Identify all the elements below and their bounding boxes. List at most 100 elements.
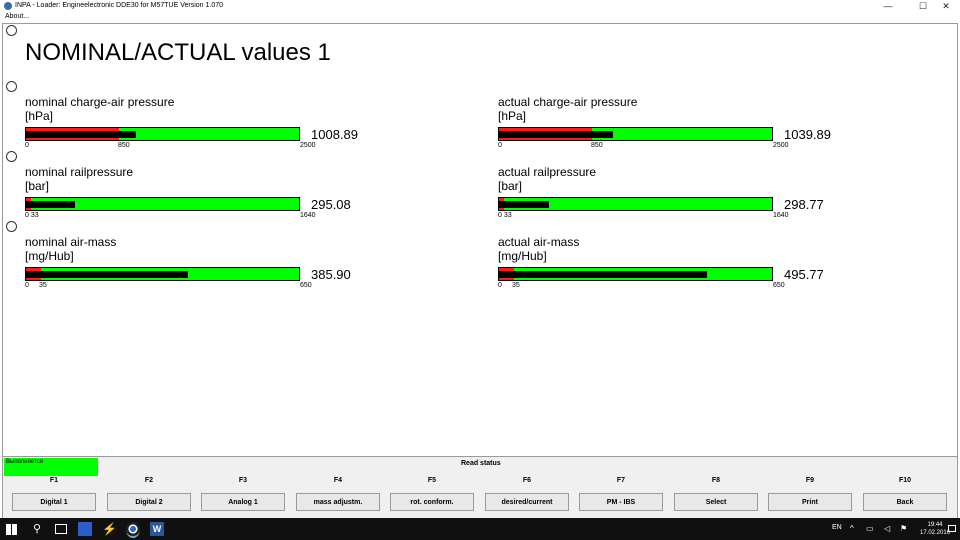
gauge-unit: [mg/Hub] [498,249,547,263]
gauge-tick-min: 0 [25,142,29,149]
print-button[interactable]: Print [768,493,852,511]
gauge-unit: [bar] [498,179,523,193]
gauge-label: nominal railpressure [25,165,134,179]
clock-time: 19:44 [927,522,943,528]
fkey-label-f8: F8 [711,477,721,484]
gauge-nominal-railpressure: nominal railpressure [bar] 295.08 0 33 1… [25,165,385,225]
window-title: INPA - Loader: Engineelectronic DDE30 fo… [15,2,224,9]
gauge-value: 1039.89 [784,127,831,142]
page-title: NOMINAL/ACTUAL values 1 [25,39,331,66]
gauge-value: 385.90 [311,267,351,282]
gauge-tick-max: 1640 [773,212,789,219]
gauge-label: nominal air-mass [25,235,117,249]
fkey-label-f3: F3 [238,477,248,484]
radio-option-4[interactable] [6,221,17,232]
flag-icon[interactable]: ⚑ [900,524,908,533]
gauge-value-fill [26,271,188,278]
gauge-tick-min: 0 33 [25,212,39,219]
fkey-label-f6: F6 [522,477,532,484]
gauge-actual-air-mass: actual air-mass [mg/Hub] 495.77 0 35 650 [498,235,858,295]
gauge-actual-railpressure: actual railpressure [bar] 298.77 0 33 16… [498,165,858,225]
system-clock[interactable]: 19:44 17.02.2016 [920,521,950,537]
lightning-icon[interactable]: ⚡ [102,522,117,536]
select-button[interactable]: Select [674,493,758,511]
fkey-label-f7: F7 [616,477,626,484]
task-view-icon[interactable] [55,524,67,534]
word-icon[interactable]: W [150,522,164,536]
gauge-tick-max: 2500 [773,142,789,149]
gauge-tick-min: 0 [498,282,502,289]
gauge-value-fill [499,131,613,138]
title-bar: INPA - Loader: Engineelectronic DDE30 fo… [0,0,960,13]
analog-1-button[interactable]: Analog 1 [201,493,285,511]
fkey-label-f5: F5 [427,477,437,484]
floppy-disk-icon[interactable] [78,522,92,536]
gauge-tick-min: 0 33 [498,212,512,219]
status-running-indicator: Выполняется [4,458,98,476]
menu-about[interactable]: About... [5,13,30,20]
fkey-label-f2: F2 [144,477,154,484]
gauge-tick-max: 650 [300,282,312,289]
menu-bar: About... [0,13,960,23]
rot-conform-button[interactable]: rot. conform. [390,493,474,511]
fkey-label-f10: F10 [898,477,912,484]
gauge-value: 295.08 [311,197,351,212]
digital-2-button[interactable]: Digital 2 [107,493,191,511]
gauge-bar [498,267,773,281]
gauge-value: 298.77 [784,197,824,212]
radio-option-1[interactable] [6,25,17,36]
volume-icon[interactable]: ◁ [884,524,891,533]
gauge-nominal-charge-air-pressure: nominal charge-air pressure [hPa] 1008.8… [25,95,385,155]
notification-icon[interactable] [948,525,956,532]
gauge-tick-min: 0 [25,282,29,289]
gauge-tick-max: 1640 [300,212,316,219]
app-icon [4,2,12,10]
gauge-bar [498,197,773,211]
gauge-value: 495.77 [784,267,824,282]
digital-1-button[interactable]: Digital 1 [12,493,96,511]
maximize-button[interactable]: ☐ [918,1,928,11]
radio-option-3[interactable] [6,151,17,162]
gauge-tick-max: 650 [773,282,785,289]
gauge-bar [25,267,300,281]
gauge-bar [25,127,300,141]
gauge-actual-charge-air-pressure: actual charge-air pressure [hPa] 1039.89… [498,95,858,155]
taskbar: ⚲ ⚡ W EN ^ ▭ ◁ ⚑ 19:44 17.02.2016 [0,518,960,540]
gauge-value-fill [499,271,707,278]
back-button[interactable]: Back [863,493,947,511]
pm-ibs-button[interactable]: PM - IBS [579,493,663,511]
bmw-logo-icon[interactable] [126,522,140,538]
network-icon[interactable]: ▭ [866,524,874,533]
fkey-label-f1: F1 [49,477,59,484]
gauge-tick-threshold: 35 [39,282,47,289]
gauge-tick-min: 0 [498,142,502,149]
gauge-bar [498,127,773,141]
tray-chevron-up-icon[interactable]: ^ [850,524,854,533]
gauge-unit: [bar] [25,179,50,193]
gauge-value-fill [26,131,136,138]
search-icon[interactable]: ⚲ [32,523,42,535]
language-indicator[interactable]: EN [832,524,842,531]
gauge-label: actual railpressure [498,165,597,179]
minimize-button[interactable]: — [883,1,893,11]
gauge-value-fill [26,201,75,208]
radio-option-2[interactable] [6,81,17,92]
close-button[interactable]: ✕ [942,1,950,11]
desired-current-button[interactable]: desired/current [485,493,569,511]
start-windows-icon[interactable] [5,522,19,536]
gauge-unit: [mg/Hub] [25,249,74,263]
gauge-value: 1008.89 [311,127,358,142]
gauge-label: actual air-mass [498,235,580,249]
gauge-tick-max: 2500 [300,142,316,149]
gauge-tick-threshold: 850 [118,142,130,149]
mass-adjustment-button[interactable]: mass adjustm. [296,493,380,511]
gauge-tick-threshold: 850 [591,142,603,149]
gauge-tick-threshold: 35 [512,282,520,289]
clock-date: 17.02.2016 [920,530,951,536]
read-status-label: Read status [461,460,501,467]
gauge-label: actual charge-air pressure [498,95,638,109]
gauge-value-fill [499,201,549,208]
fkey-label-f4: F4 [333,477,343,484]
gauge-label: nominal charge-air pressure [25,95,175,109]
fkey-label-f9: F9 [805,477,815,484]
